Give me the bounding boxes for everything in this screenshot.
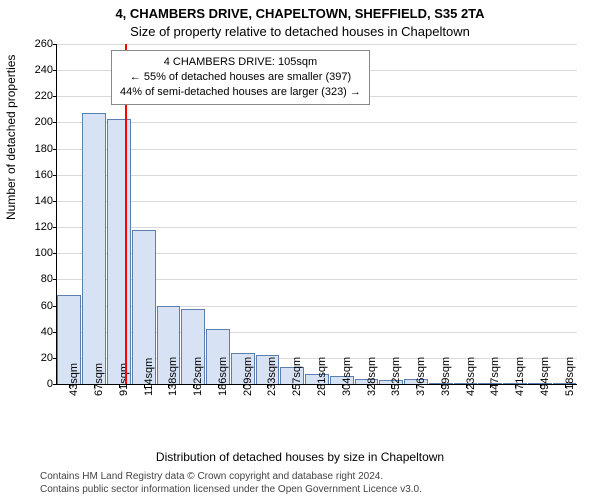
gridline (57, 122, 577, 123)
chart-container: 4, CHAMBERS DRIVE, CHAPELTOWN, SHEFFIELD… (0, 0, 600, 500)
y-tick-label: 40 (41, 326, 53, 338)
annotation-line-3: 44% of semi-detached houses are larger (… (120, 85, 361, 100)
x-axis-label: Distribution of detached houses by size … (0, 450, 600, 464)
y-tick-label: 80 (41, 273, 53, 285)
annotation-line-2: ← 55% of detached houses are smaller (39… (120, 70, 361, 85)
y-tick-label: 0 (47, 378, 53, 390)
histogram-bar (82, 113, 106, 384)
annotation-box: 4 CHAMBERS DRIVE: 105sqm ← 55% of detach… (111, 50, 370, 105)
y-tick-label: 20 (41, 352, 53, 364)
y-tick-label: 180 (35, 143, 53, 155)
y-tick-mark (53, 332, 57, 333)
footer: Contains HM Land Registry data © Crown c… (40, 471, 592, 496)
y-tick-mark (53, 306, 57, 307)
y-tick-mark (53, 384, 57, 385)
y-tick-label: 220 (35, 90, 53, 102)
y-axis-label: Number of detached properties (4, 55, 18, 220)
y-tick-mark (53, 44, 57, 45)
footer-line-2: Contains public sector information licen… (40, 484, 592, 497)
y-tick-mark (53, 70, 57, 71)
y-tick-mark (53, 253, 57, 254)
y-tick-mark (53, 279, 57, 280)
gridline (57, 175, 577, 176)
y-tick-label: 120 (35, 221, 53, 233)
gridline (57, 44, 577, 45)
y-tick-label: 260 (35, 38, 53, 50)
y-tick-mark (53, 96, 57, 97)
y-tick-mark (53, 175, 57, 176)
y-tick-label: 100 (35, 247, 53, 259)
gridline (57, 227, 577, 228)
y-tick-mark (53, 201, 57, 202)
y-tick-mark (53, 358, 57, 359)
annotation-line-1: 4 CHAMBERS DRIVE: 105sqm (120, 55, 361, 70)
y-tick-label: 240 (35, 64, 53, 76)
y-tick-mark (53, 122, 57, 123)
chart-title-address: 4, CHAMBERS DRIVE, CHAPELTOWN, SHEFFIELD… (0, 6, 600, 21)
footer-line-1: Contains HM Land Registry data © Crown c… (40, 471, 592, 484)
y-tick-label: 140 (35, 195, 53, 207)
gridline (57, 149, 577, 150)
y-tick-label: 200 (35, 116, 53, 128)
histogram-bar (107, 119, 131, 384)
chart-subtitle: Size of property relative to detached ho… (0, 24, 600, 39)
y-tick-label: 60 (41, 300, 53, 312)
y-tick-label: 160 (35, 169, 53, 181)
y-tick-mark (53, 227, 57, 228)
plot-area: 02040608010012014016018020022024026043sq… (56, 44, 577, 385)
gridline (57, 201, 577, 202)
y-tick-mark (53, 149, 57, 150)
